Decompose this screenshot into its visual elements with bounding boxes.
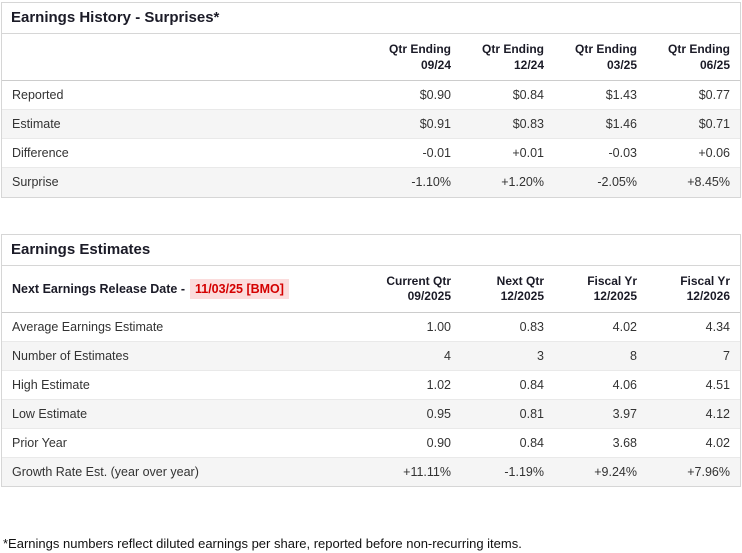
row-value: +7.96% <box>687 465 730 480</box>
row-value: -1.10% <box>411 175 451 190</box>
earnings-estimates-header: Next Earnings Release Date - 11/03/25 [BM… <box>2 265 740 313</box>
row-value: $0.90 <box>419 88 451 103</box>
row-label: Number of Estimates <box>12 348 129 363</box>
earnings-history-card: Earnings History - Surprises* Qtr Ending… <box>1 2 741 198</box>
row-value: +8.45% <box>687 175 730 190</box>
row-label: High Estimate <box>12 377 90 392</box>
row-value: 0.84 <box>519 377 544 392</box>
earnings-estimates-table: Next Earnings Release Date - 11/03/25 [BM… <box>2 265 740 487</box>
row-value: -0.01 <box>422 146 452 161</box>
earnings_estimates-column-header-1: Next Qtr 12/2025 <box>461 265 554 313</box>
row-value: $0.71 <box>698 117 730 132</box>
earnings_estimates-column-header-3: Fiscal Yr 12/2026 <box>647 265 740 313</box>
earnings_estimates-row-1: Number of Estimates 4 3 8 7 <box>2 341 740 371</box>
row-value: +9.24% <box>594 465 637 480</box>
row-value: 0.81 <box>519 406 544 421</box>
row-value: 3.68 <box>612 435 637 450</box>
row-value: -1.19% <box>504 465 544 480</box>
earnings_history-row-3: Surprise -1.10% +1.20% -2.05% +8.45% <box>2 167 740 197</box>
earnings_history-column-header-0: Qtr Ending 09/24 <box>368 34 461 82</box>
row-value: -2.05% <box>597 175 637 190</box>
earnings_estimates-column-header-0: Current Qtr 09/2025 <box>368 265 461 313</box>
row-value: 4.02 <box>705 435 730 450</box>
row-value: -0.03 <box>608 146 638 161</box>
earnings_history-row-0: Reported $0.90 $0.84 $1.43 $0.77 <box>2 81 740 110</box>
row-value: 4.51 <box>705 377 730 392</box>
row-value: +1.20% <box>501 175 544 190</box>
earnings_history-row-1: Estimate $0.91 $0.83 $1.46 $0.71 <box>2 109 740 139</box>
earnings_history-column-header-3: Qtr Ending 06/25 <box>647 34 740 82</box>
row-label: Growth Rate Est. (year over year) <box>12 465 199 480</box>
row-label: Estimate <box>12 117 61 132</box>
earnings-history-header: Qtr Ending 09/24 Qtr Ending 12/24 Qtr Ending… <box>2 34 740 82</box>
row-value: 0.83 <box>519 319 544 334</box>
row-label: Average Earnings Estimate <box>12 319 164 334</box>
earnings_history-column-header-2: Qtr Ending 03/25 <box>554 34 647 82</box>
row-value: 3 <box>537 348 544 363</box>
earnings_estimates-row-0: Average Earnings Estimate 1.00 0.83 4.02 4.3… <box>2 312 740 341</box>
footnote: *Earnings numbers reflect diluted earnin… <box>3 536 522 552</box>
row-value: +0.01 <box>512 146 544 161</box>
row-value: 8 <box>630 348 637 363</box>
row-value: 4.34 <box>705 319 730 334</box>
row-value: +0.06 <box>698 146 730 161</box>
earnings-history-table: Qtr Ending 09/24 Qtr Ending 12/24 Qtr Ending… <box>2 34 740 197</box>
row-label: Prior Year <box>12 435 67 450</box>
row-value: $0.84 <box>512 88 544 103</box>
row-value: $0.91 <box>419 117 451 132</box>
row-value: 0.95 <box>426 406 451 421</box>
row-value: 0.90 <box>426 435 451 450</box>
row-value: 4.12 <box>705 406 730 421</box>
next-earnings-release-date: 11/03/25 [BMO] <box>190 279 289 300</box>
row-value: 4.02 <box>612 319 637 334</box>
row-value: $0.83 <box>512 117 544 132</box>
earnings_estimates-row-5: Growth Rate Est. (year over year) +11.11%… <box>2 457 740 487</box>
earnings_history-row-2: Difference -0.01 +0.01 -0.03 +0.06 <box>2 138 740 168</box>
earnings-history-body: Reported $0.90 $0.84 $1.43 $0.77 Estimate $0.9… <box>2 81 740 197</box>
row-label: Reported <box>12 88 64 103</box>
earnings_estimates-header-label-cell: Next Earnings Release Date - 11/03/25 [BM… <box>2 265 368 313</box>
row-value: 3.97 <box>612 406 637 421</box>
row-label: Surprise <box>12 175 59 190</box>
next-earnings-release-label: Next Earnings Release Date - <box>12 282 185 297</box>
row-value: 4 <box>444 348 451 363</box>
row-label: Difference <box>12 146 69 161</box>
row-value: $1.43 <box>605 88 637 103</box>
row-value: 0.84 <box>519 435 544 450</box>
earnings-estimates-title: Earnings Estimates <box>2 235 740 266</box>
row-value: $0.77 <box>698 88 730 103</box>
earnings_estimates-row-4: Prior Year 0.90 0.84 3.68 4.02 <box>2 428 740 457</box>
row-value: 4.06 <box>612 377 637 392</box>
earnings_estimates-row-3: Low Estimate 0.95 0.81 3.97 4.12 <box>2 399 740 429</box>
row-value: 1.02 <box>426 377 451 392</box>
earnings-estimates-card: Earnings Estimates Next Earnings Release… <box>1 233 741 488</box>
earnings-history-title: Earnings History - Surprises* <box>2 3 740 34</box>
row-value: 1.00 <box>426 319 451 334</box>
row-value: +11.11% <box>403 465 451 480</box>
row-label: Low Estimate <box>12 406 88 421</box>
row-value: 7 <box>723 348 730 363</box>
earnings_estimates-row-2: High Estimate 1.02 0.84 4.06 4.51 <box>2 370 740 399</box>
row-value: $1.46 <box>605 117 637 132</box>
earnings_history-header-label-cell <box>2 34 368 82</box>
earnings_history-column-header-1: Qtr Ending 12/24 <box>461 34 554 82</box>
earnings-estimates-body: Average Earnings Estimate 1.00 0.83 4.02 4.3… <box>2 312 740 487</box>
earnings_estimates-column-header-2: Fiscal Yr 12/2025 <box>554 265 647 313</box>
